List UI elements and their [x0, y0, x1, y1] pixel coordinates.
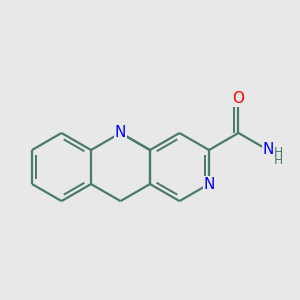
Text: N: N [115, 125, 126, 140]
Text: N: N [203, 177, 215, 192]
Text: O: O [232, 92, 244, 106]
Text: H: H [274, 154, 283, 167]
Text: H: H [274, 146, 283, 159]
Text: N: N [262, 142, 274, 158]
